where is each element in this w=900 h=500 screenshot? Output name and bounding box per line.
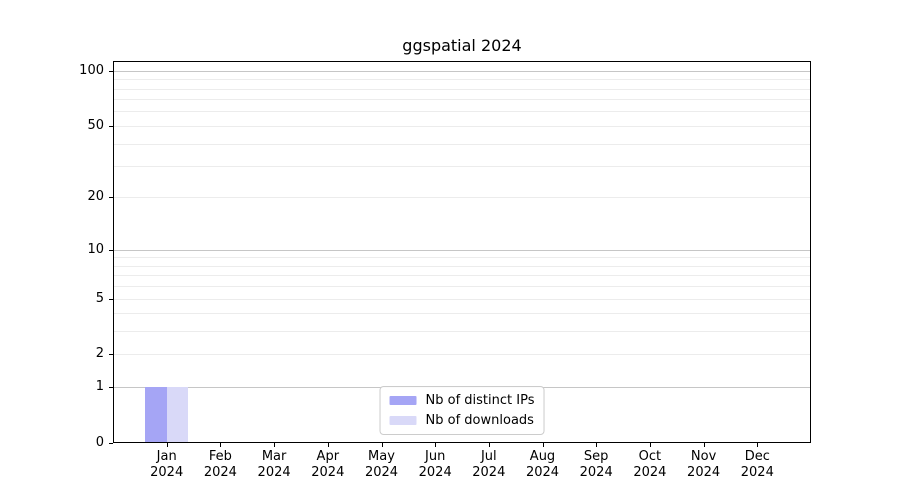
minor-gridline — [113, 265, 811, 267]
x-tick-mark — [220, 443, 222, 447]
minor-gridline — [113, 313, 811, 315]
y-tick-label: 5 — [95, 290, 104, 306]
y-tick-label: 2 — [95, 346, 104, 362]
x-tick-mark — [381, 443, 383, 447]
minor-gridline — [113, 286, 811, 288]
bar-distinct-ips — [145, 387, 167, 443]
chart-title: ggspatial 2024 — [402, 36, 522, 55]
x-tick-label: Nov 2024 — [687, 449, 721, 480]
minor-gridline — [113, 125, 811, 127]
y-tick-label: 1 — [95, 379, 104, 395]
x-tick-mark — [649, 443, 651, 447]
plot-area: Nb of distinct IPs Nb of downloads — [113, 61, 811, 443]
x-tick-mark — [542, 443, 544, 447]
x-tick-label: Feb 2024 — [203, 449, 237, 480]
y-tick-mark — [109, 387, 113, 389]
y-tick-label: 100 — [79, 62, 104, 78]
x-tick-mark — [488, 443, 490, 447]
y-tick-label: 50 — [87, 117, 104, 133]
minor-gridline — [113, 79, 811, 81]
x-tick-label: Apr 2024 — [311, 449, 345, 480]
y-tick-mark — [109, 443, 113, 444]
legend-swatch — [389, 416, 417, 425]
x-tick-label: Aug 2024 — [525, 449, 560, 480]
x-tick-label: Dec 2024 — [740, 449, 774, 480]
x-tick-mark — [274, 443, 276, 447]
x-tick-label: Jan 2024 — [150, 449, 184, 480]
x-tick-mark — [757, 443, 759, 447]
minor-gridline — [113, 275, 811, 277]
minor-gridline — [113, 197, 811, 199]
x-tick-mark — [703, 443, 705, 447]
y-tick-label: 0 — [95, 435, 104, 450]
y-tick-mark — [109, 298, 113, 300]
minor-gridline — [113, 88, 811, 90]
x-tick-mark — [166, 443, 168, 447]
legend-label: Nb of downloads — [425, 413, 534, 428]
legend-swatch — [389, 396, 417, 405]
x-tick-mark — [327, 443, 329, 447]
minor-gridline — [113, 111, 811, 113]
x-tick-label: Jun 2024 — [418, 449, 452, 480]
x-tick-mark — [435, 443, 437, 447]
x-tick-mark — [596, 443, 598, 447]
x-tick-label: Mar 2024 — [257, 449, 291, 480]
minor-gridline — [113, 166, 811, 167]
x-tick-label: Sep 2024 — [579, 449, 613, 480]
minor-gridline — [113, 99, 811, 101]
y-tick-mark — [109, 354, 113, 356]
minor-gridline — [113, 298, 811, 300]
y-tick-label: 10 — [87, 241, 104, 257]
legend-row: Nb of distinct IPs — [389, 393, 535, 408]
x-tick-label: Oct 2024 — [633, 449, 667, 480]
minor-gridline — [113, 257, 811, 259]
major-gridline — [113, 249, 811, 251]
y-tick-mark — [109, 249, 113, 251]
bar-downloads — [166, 387, 189, 443]
y-tick-mark — [109, 125, 113, 127]
minor-gridline — [113, 354, 811, 356]
x-tick-label: May 2024 — [364, 449, 399, 480]
legend-label: Nb of distinct IPs — [425, 393, 535, 408]
x-tick-label: Jul 2024 — [472, 449, 506, 480]
y-tick-mark — [109, 197, 113, 199]
y-tick-label: 20 — [87, 189, 104, 205]
minor-gridline — [113, 331, 811, 333]
legend: Nb of distinct IPs Nb of downloads — [379, 386, 545, 435]
major-gridline — [113, 70, 811, 72]
legend-row: Nb of downloads — [389, 413, 535, 428]
minor-gridline — [113, 143, 811, 145]
y-tick-mark — [109, 70, 113, 72]
